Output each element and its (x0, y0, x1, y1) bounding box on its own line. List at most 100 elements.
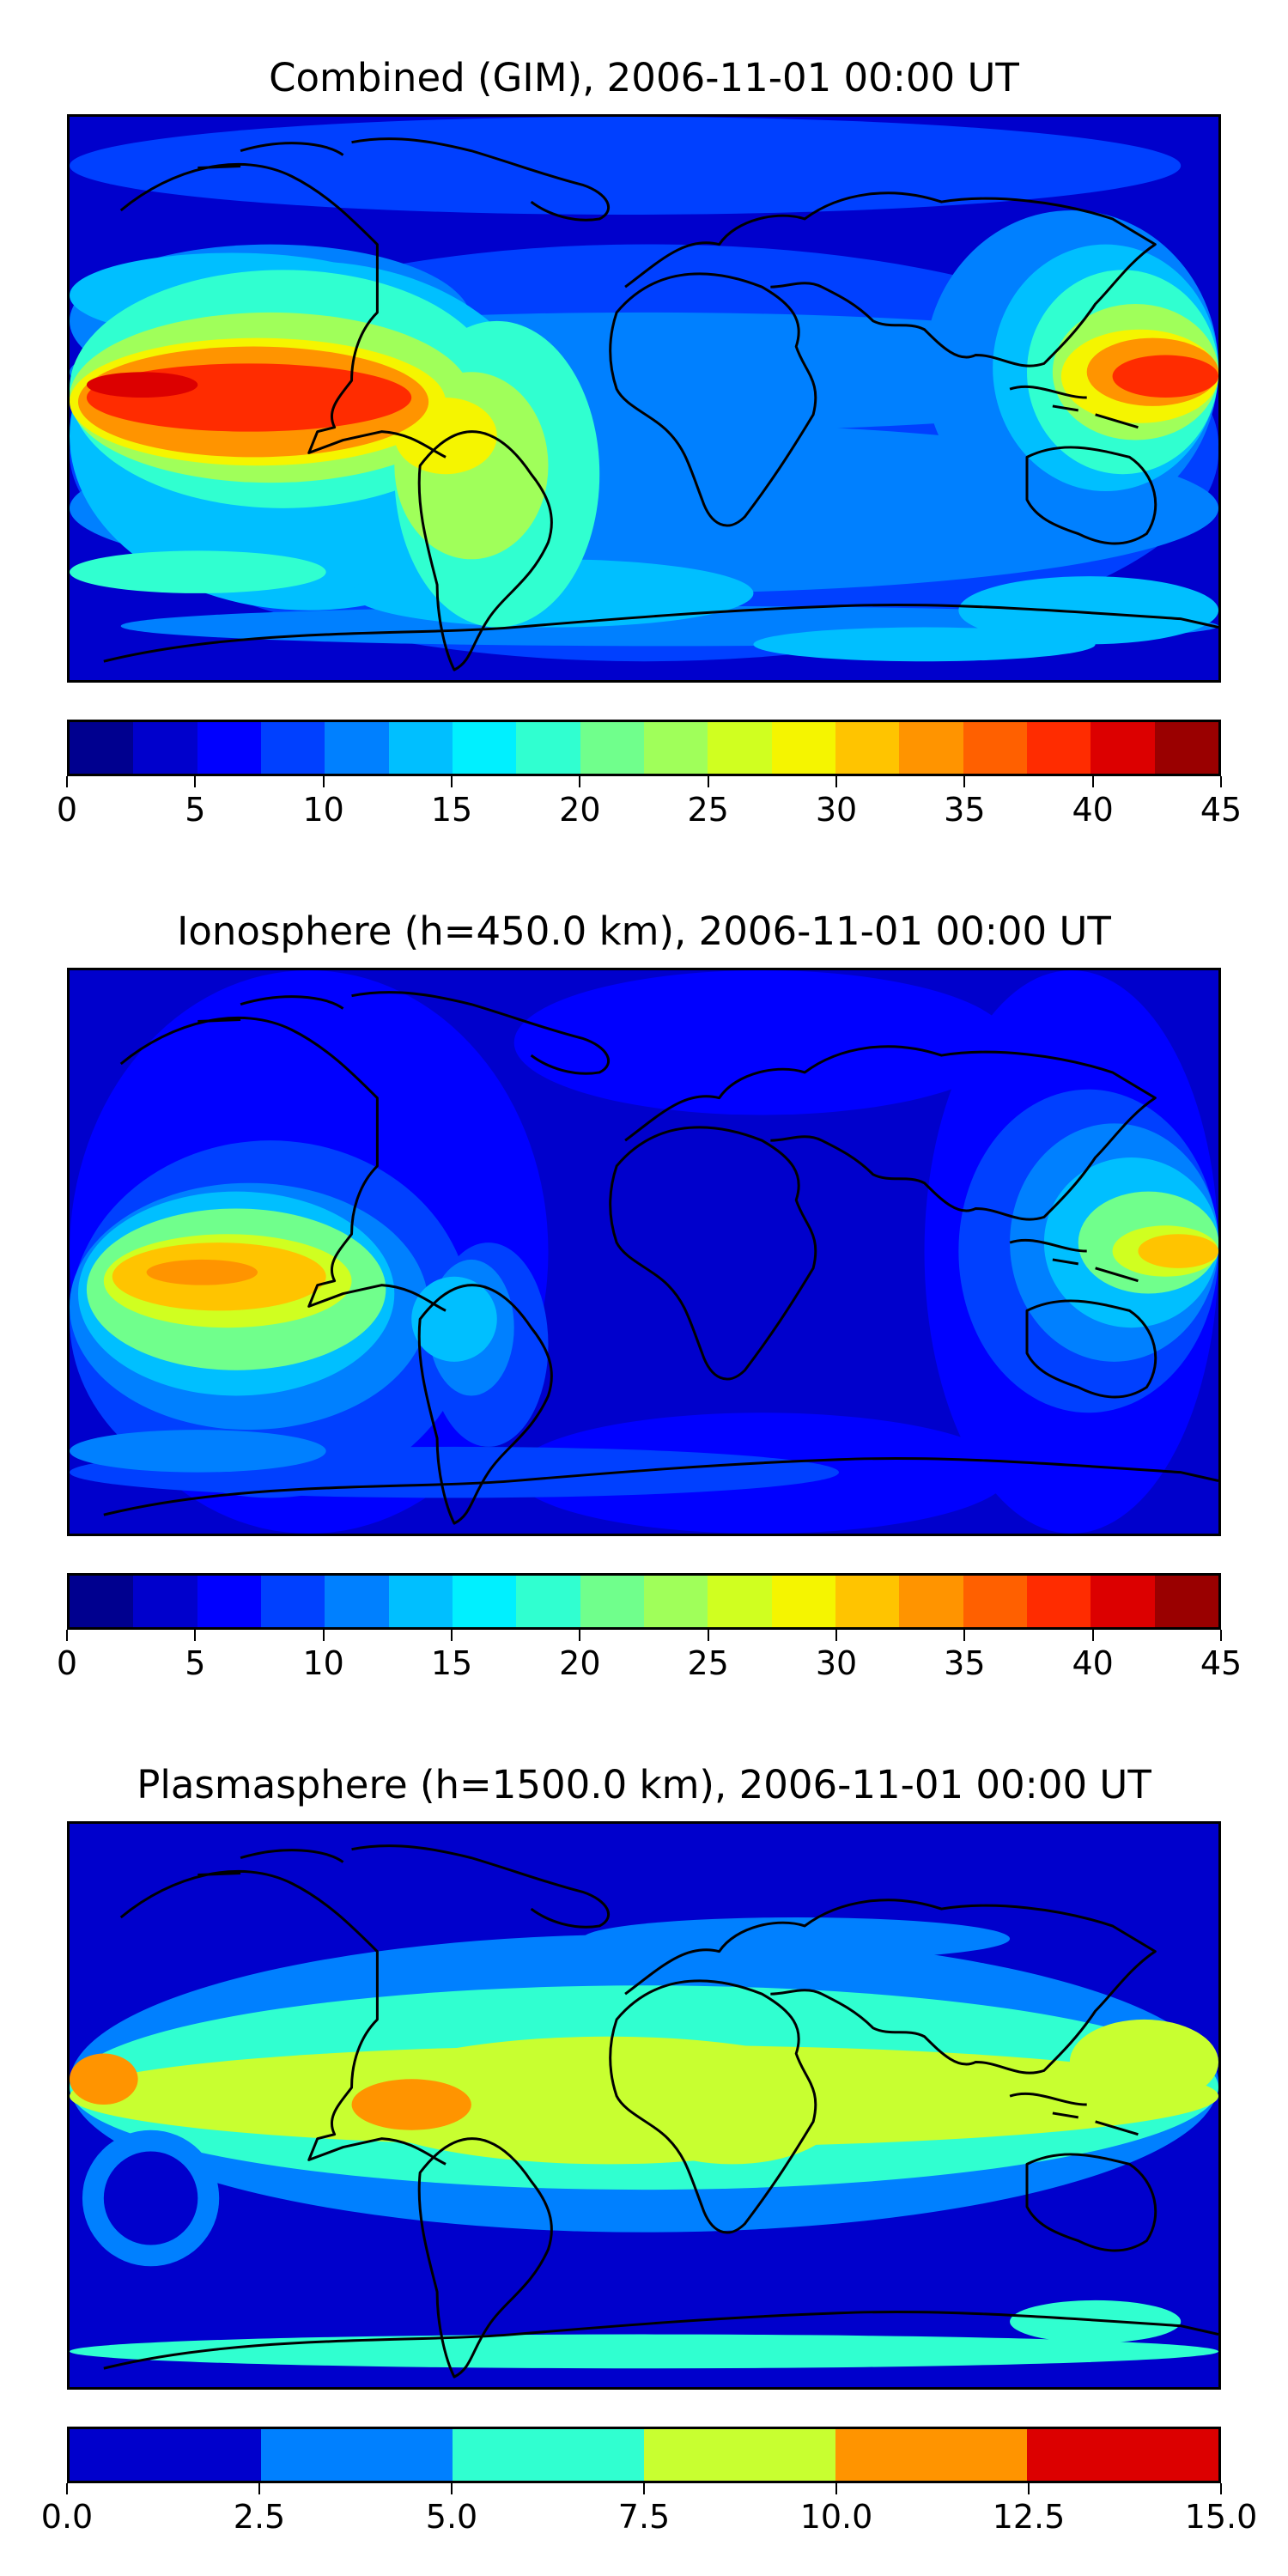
contour-level-10 (70, 2053, 471, 2130)
coastlines (103, 137, 1218, 671)
panel-title-plasmasphere: Plasmasphere (h=1500.0 km), 2006-11-01 0… (137, 1762, 1151, 1807)
colorbar-tick (1220, 776, 1222, 787)
colorbar-tick-label: 15 (430, 1644, 473, 1682)
colorbar-segment (708, 1576, 772, 1627)
colorbar-tick (66, 2483, 68, 2494)
colorbar-segment (1154, 722, 1218, 774)
colorbar-segment (516, 1576, 580, 1627)
colorbar-segment (771, 722, 835, 774)
colorbar-ticks-ionosphere: 0 5 10 15 20 25 30 35 40 45 (57, 1630, 1242, 1682)
contour-level-42-5 (86, 372, 198, 398)
colorbar-tick-label: 0 (56, 791, 78, 829)
colorbar-tick-label: 5 (185, 791, 206, 829)
colorbar-tick-label: 2.5 (233, 2498, 286, 2536)
colorbar-tick (835, 2483, 837, 2494)
panel-title-combined: Combined (GIM), 2006-11-01 00:00 UT (269, 55, 1019, 100)
colorbar-tick (66, 776, 68, 787)
low-density-region (103, 2151, 198, 2245)
colorbar-tick (707, 776, 709, 787)
colorbar-tick-label: 0 (56, 1644, 78, 1682)
colorbar-combined (67, 720, 1221, 776)
colorbar-segment (643, 1576, 708, 1627)
coastlines (103, 991, 1218, 1525)
colorbar-tick (451, 1630, 453, 1641)
colorbar-segment (1091, 722, 1155, 774)
colorbar-segment (580, 1576, 644, 1627)
contour-level-40 (146, 1259, 258, 1285)
colorbar-tick-label: 15 (430, 791, 473, 829)
colorbar-segment (388, 1576, 453, 1627)
colorbar-segment (899, 1576, 963, 1627)
colorbar-segment (771, 1576, 835, 1627)
colorbar-tick-label: 20 (559, 1644, 601, 1682)
colorbar-tick (1028, 2483, 1030, 2494)
colorbar-tick-label: 40 (1072, 1644, 1114, 1682)
colorbar-tick (258, 2483, 260, 2494)
colorbar-ticks-combined: 0 5 10 15 20 25 30 35 40 45 (57, 776, 1242, 829)
coastlines (103, 1844, 1218, 2379)
colorbar-tick-label: 0.0 (40, 2498, 94, 2536)
colorbar-segment (70, 722, 134, 774)
colorbar-tick (835, 1630, 837, 1641)
colorbar-tick-label: 35 (944, 1644, 986, 1682)
colorbar-tick-label: 30 (815, 1644, 858, 1682)
colorbar-segment (452, 722, 517, 774)
colorbar-segment (261, 2429, 453, 2481)
colorbar-segment (516, 722, 580, 774)
colorbar-tick (322, 776, 325, 787)
colorbar-tick (579, 776, 581, 787)
colorbar-tick-label: 10 (302, 1644, 344, 1682)
colorbar-tick (643, 2483, 645, 2494)
map-canvas-ionosphere (70, 970, 1218, 1534)
colorbar-tick (579, 1630, 581, 1641)
colorbar-segment (453, 2429, 644, 2481)
map-canvas-plasmasphere (70, 1824, 1218, 2387)
colorbar-tick-label: 45 (1200, 791, 1242, 829)
colorbar-segment (643, 722, 708, 774)
map-combined (67, 114, 1221, 683)
colorbar-segment (325, 722, 389, 774)
colorbar-ticks-plasmasphere: 0.0 2.5 5.0 7.5 10.0 12.5 15.0 (41, 2483, 1257, 2536)
colorbar-segment (1027, 2429, 1218, 2481)
map-canvas-combined (70, 117, 1218, 680)
colorbar-tick-label: 25 (687, 1644, 729, 1682)
colorbar-segment (260, 1576, 325, 1627)
colorbar-segment (835, 1576, 900, 1627)
colorbar-segment (325, 1576, 389, 1627)
colorbar-segment (197, 722, 261, 774)
colorbar-segment (835, 722, 900, 774)
colorbar-tick-label: 20 (559, 791, 601, 829)
colorbar-tick-label: 10.0 (799, 2498, 873, 2536)
colorbar-tick (1220, 1630, 1222, 1641)
colorbar-tick-label: 7.5 (617, 2498, 671, 2536)
colorbar-segment (133, 1576, 197, 1627)
colorbar-segment (1091, 1576, 1155, 1627)
panel-title-ionosphere: Ionosphere (h=450.0 km), 2006-11-01 00:0… (177, 908, 1111, 954)
colorbar-tick-label: 40 (1072, 791, 1114, 829)
colorbar-segment (644, 2429, 835, 2481)
colorbar-segment (388, 722, 453, 774)
colorbar-tick (1091, 776, 1094, 787)
colorbar-segment (70, 1576, 134, 1627)
contour-level-7-5 (70, 2019, 1218, 2165)
colorbar-tick (66, 1630, 68, 1641)
colorbar-plasmasphere (67, 2427, 1221, 2483)
colorbar-tick (963, 776, 966, 787)
colorbar-tick (1091, 1630, 1094, 1641)
colorbar-segment (260, 722, 325, 774)
colorbar-tick-label: 15.0 (1184, 2498, 1258, 2536)
colorbar-tick-label: 5 (185, 1644, 206, 1682)
colorbar-segment (963, 722, 1027, 774)
map-ionosphere (67, 968, 1221, 1536)
colorbar-segment (1154, 1576, 1218, 1627)
colorbar-tick (322, 1630, 325, 1641)
colorbar-tick-label: 30 (815, 791, 858, 829)
colorbar-segment (197, 1576, 261, 1627)
colorbar-tick (194, 776, 197, 787)
colorbar-tick-label: 12.5 (992, 2498, 1066, 2536)
colorbar-tick (835, 776, 837, 787)
colorbar-tick-label: 35 (944, 791, 986, 829)
colorbar-tick (194, 1630, 197, 1641)
colorbar-tick (451, 776, 453, 787)
colorbar-ionosphere (67, 1573, 1221, 1630)
